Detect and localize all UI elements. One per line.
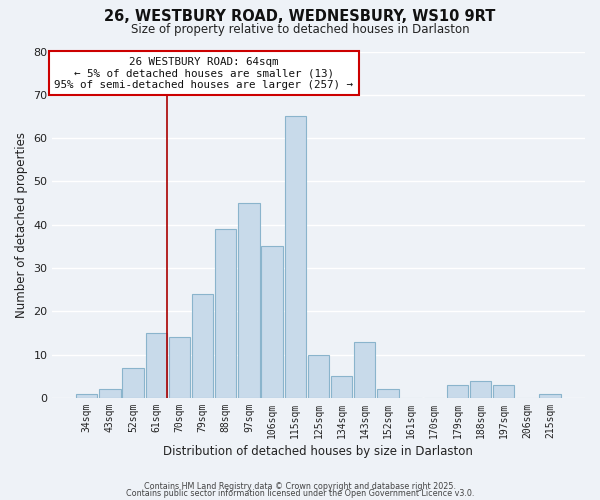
Bar [146,333,167,398]
X-axis label: Distribution of detached houses by size in Darlaston: Distribution of detached houses by size … [163,444,473,458]
Bar [215,229,236,398]
Text: Contains public sector information licensed under the Open Government Licence v3: Contains public sector information licen… [126,489,474,498]
Bar [262,246,283,398]
Bar [169,338,190,398]
Bar [284,116,306,398]
Bar [470,381,491,398]
Bar [377,390,398,398]
Bar [493,385,514,398]
Bar [238,203,260,398]
Bar [99,390,121,398]
Text: 26, WESTBURY ROAD, WEDNESBURY, WS10 9RT: 26, WESTBURY ROAD, WEDNESBURY, WS10 9RT [104,9,496,24]
Bar [331,376,352,398]
Bar [192,294,213,398]
Bar [447,385,468,398]
Bar [539,394,561,398]
Bar [354,342,376,398]
Text: Size of property relative to detached houses in Darlaston: Size of property relative to detached ho… [131,22,469,36]
Bar [122,368,144,398]
Text: Contains HM Land Registry data © Crown copyright and database right 2025.: Contains HM Land Registry data © Crown c… [144,482,456,491]
Y-axis label: Number of detached properties: Number of detached properties [15,132,28,318]
Bar [308,355,329,398]
Bar [76,394,97,398]
Text: 26 WESTBURY ROAD: 64sqm
← 5% of detached houses are smaller (13)
95% of semi-det: 26 WESTBURY ROAD: 64sqm ← 5% of detached… [54,56,353,90]
